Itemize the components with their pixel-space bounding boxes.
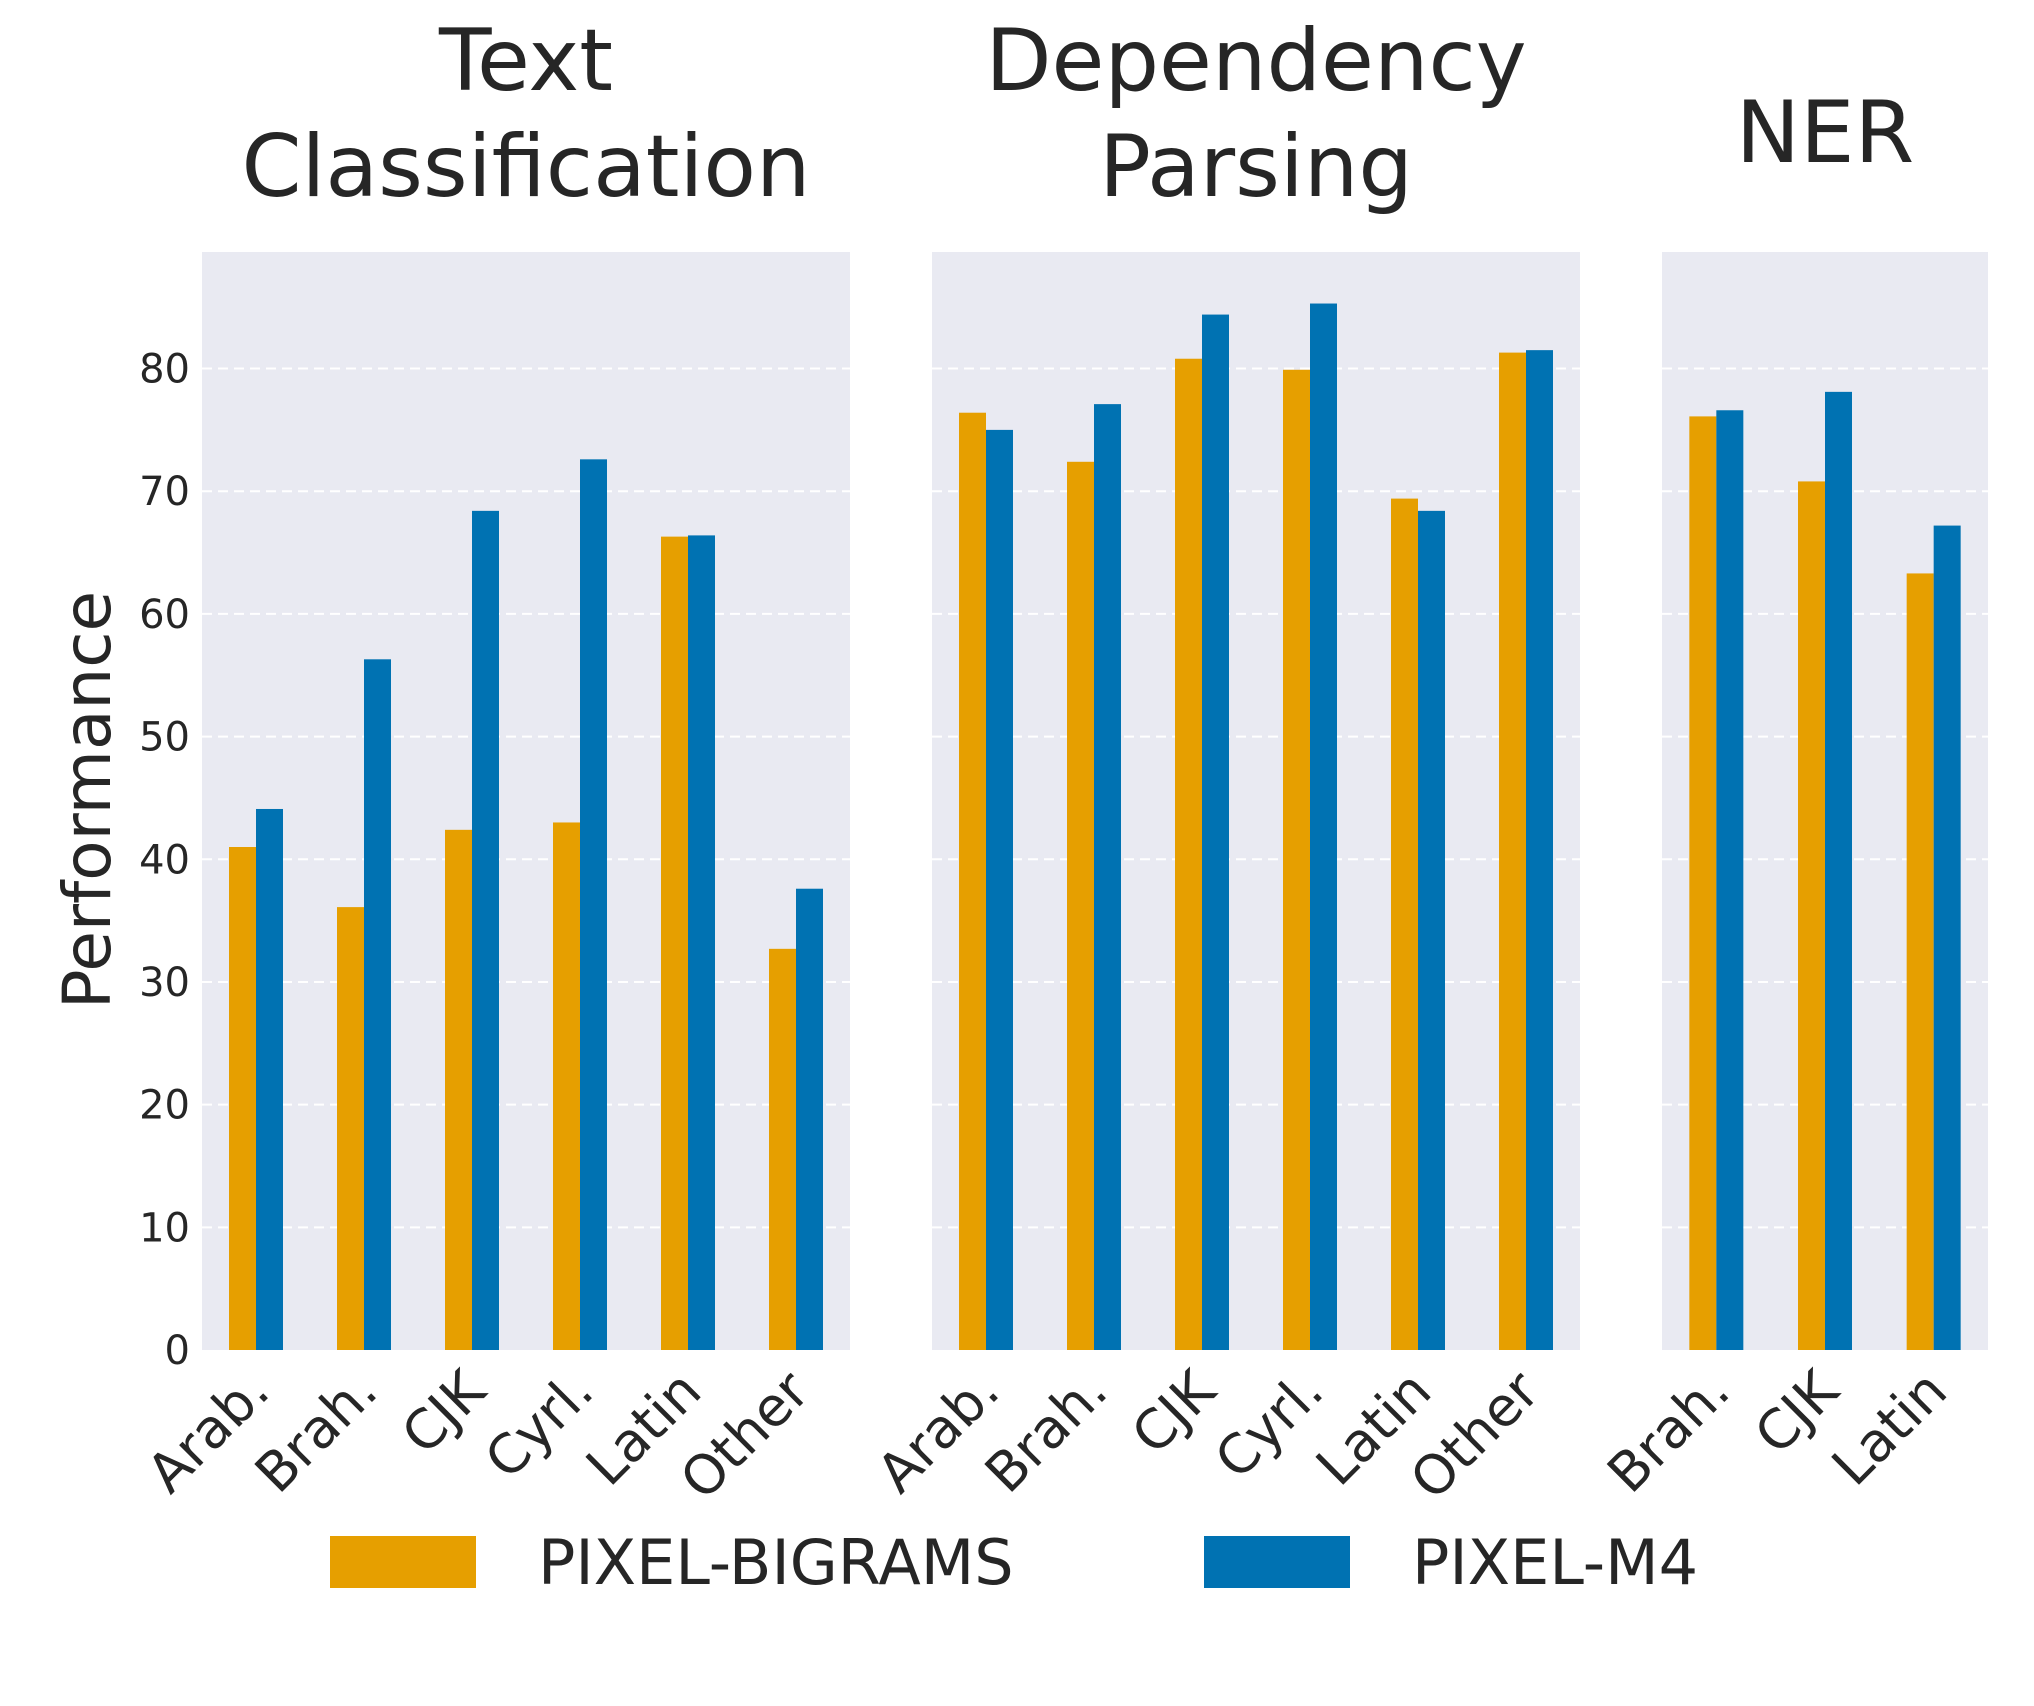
- panel-title: Classification: [241, 117, 810, 217]
- bar-pixel-m4-arab: [986, 429, 1013, 1350]
- bar-pixel-m4-brah: [1716, 410, 1744, 1350]
- x-tick-label: Arab.: [865, 1359, 1011, 1505]
- panel-title: Text: [438, 11, 613, 111]
- bar-pixel-m4-latin: [1418, 510, 1445, 1350]
- x-tick-label: Latin: [1820, 1359, 1959, 1498]
- y-tick-label: 30: [139, 960, 190, 1006]
- bar-pixel-bigrams-cyrl: [553, 822, 580, 1350]
- y-tick-label: 0: [165, 1328, 190, 1374]
- y-tick-label: 50: [139, 715, 190, 761]
- bar-pixel-m4-cyrl: [1310, 303, 1337, 1350]
- x-tick-label: Other: [668, 1358, 822, 1512]
- bar-pixel-m4-cyrl: [580, 459, 607, 1350]
- bar-pixel-bigrams-cyrl: [1283, 369, 1310, 1350]
- x-tick-label: Arab.: [135, 1359, 281, 1505]
- legend-swatch-pixel-bigrams: [330, 1536, 476, 1588]
- x-tick-label: Cyrl.: [1203, 1359, 1335, 1491]
- bar-pixel-bigrams-arab: [959, 412, 986, 1350]
- bar-pixel-bigrams-cjk: [445, 829, 472, 1350]
- bar-pixel-bigrams-brah: [1067, 461, 1094, 1350]
- bar-pixel-bigrams-brah: [337, 907, 364, 1350]
- legend-label: PIXEL-BIGRAMS: [538, 1526, 1014, 1599]
- bar-pixel-m4-latin: [1933, 525, 1961, 1350]
- panel-title: NER: [1736, 83, 1914, 183]
- legend-swatch-pixel-m4: [1204, 1536, 1350, 1588]
- x-tick-label: Other: [1398, 1358, 1552, 1512]
- y-tick-label: 40: [139, 837, 190, 883]
- bar-pixel-m4-arab: [256, 808, 283, 1350]
- y-axis: 0 10 20 30 40 50 60 70 80: [139, 347, 190, 1374]
- bar-pixel-m4-brah: [1094, 404, 1121, 1351]
- legend-label: PIXEL-M4: [1412, 1526, 1698, 1599]
- bar-pixel-bigrams-brah: [1689, 416, 1717, 1350]
- bar-pixel-m4-brah: [364, 659, 391, 1350]
- x-tick-label: Brah.: [1595, 1359, 1741, 1505]
- y-tick-label: 60: [139, 592, 190, 638]
- bar-pixel-bigrams-arab: [229, 847, 256, 1350]
- x-tick-label: Cyrl.: [473, 1359, 605, 1491]
- panel-title: Dependency: [985, 11, 1526, 111]
- bar-pixel-bigrams-other: [1499, 352, 1526, 1350]
- panel-title: Parsing: [1099, 117, 1413, 217]
- y-tick-label: 10: [139, 1205, 190, 1251]
- panel-background: [932, 252, 1580, 1350]
- bar-pixel-m4-other: [796, 888, 823, 1350]
- bar-pixel-m4-latin: [688, 535, 715, 1350]
- bar-pixel-m4-cjk: [1202, 314, 1229, 1350]
- y-tick-label: 20: [139, 1083, 190, 1129]
- bar-pixel-bigrams-cjk: [1798, 481, 1825, 1350]
- bar-pixel-bigrams-latin: [1906, 573, 1934, 1350]
- bar-pixel-bigrams-latin: [1391, 498, 1418, 1350]
- bar-pixel-bigrams-latin: [661, 536, 688, 1350]
- y-tick-label: 80: [139, 347, 190, 393]
- x-tick-label: Brah.: [243, 1359, 389, 1505]
- y-axis-label: Performance: [49, 591, 126, 1009]
- legend: PIXEL-BIGRAMS PIXEL-M4: [330, 1526, 1698, 1599]
- x-tick-label: Brah.: [973, 1359, 1119, 1505]
- bar-pixel-m4-other: [1526, 350, 1553, 1350]
- panel-background: [202, 252, 850, 1350]
- bar-pixel-bigrams-other: [769, 948, 796, 1350]
- bar-pixel-m4-cjk: [1825, 391, 1852, 1350]
- bar-pixel-m4-cjk: [472, 510, 499, 1350]
- bar-pixel-bigrams-cjk: [1175, 358, 1202, 1350]
- y-tick-label: 70: [139, 469, 190, 515]
